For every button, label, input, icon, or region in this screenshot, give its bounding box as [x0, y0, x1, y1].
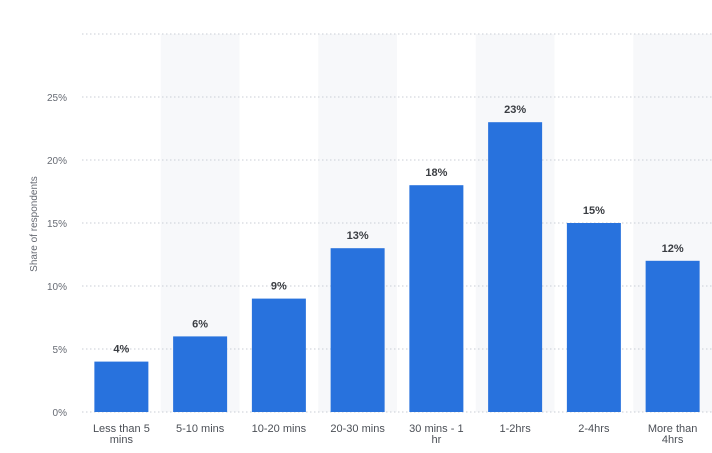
- data-label: 6%: [192, 318, 208, 330]
- bar[interactable]: [488, 122, 543, 412]
- data-label: 4%: [113, 344, 129, 356]
- x-tick-label: More than 4hrs: [648, 423, 698, 446]
- data-label: 12%: [662, 243, 684, 255]
- x-tick-label: 10-20 mins: [252, 423, 307, 435]
- y-tick-label: 25%: [47, 93, 67, 104]
- x-tick-label: 20-30 mins: [330, 423, 385, 435]
- x-tick-label: 5-10 mins: [176, 423, 225, 435]
- bar[interactable]: [409, 185, 464, 412]
- bar[interactable]: [645, 260, 700, 412]
- y-tick-label: 10%: [47, 282, 67, 293]
- bar[interactable]: [94, 361, 149, 412]
- y-tick-label: 15%: [47, 219, 67, 230]
- y-tick-label: 0%: [53, 408, 68, 419]
- y-axis-title: Share of respondents: [29, 176, 40, 272]
- data-label: 18%: [425, 167, 447, 179]
- data-label: 15%: [583, 205, 605, 217]
- x-tick-label: 1-2hrs: [500, 423, 532, 435]
- x-tick-label: 30 mins - 1 hr: [409, 423, 463, 446]
- bar[interactable]: [330, 248, 385, 412]
- bar[interactable]: [251, 298, 306, 412]
- x-tick-label: Less than 5 mins: [93, 423, 150, 446]
- y-tick-label: 5%: [53, 345, 68, 356]
- data-label: 9%: [271, 281, 287, 293]
- bar[interactable]: [566, 223, 621, 412]
- y-tick-label: 20%: [47, 156, 67, 167]
- x-tick-label: 2-4hrs: [578, 423, 610, 435]
- bar[interactable]: [173, 336, 228, 412]
- data-label: 13%: [347, 230, 369, 242]
- data-label: 23%: [504, 104, 526, 116]
